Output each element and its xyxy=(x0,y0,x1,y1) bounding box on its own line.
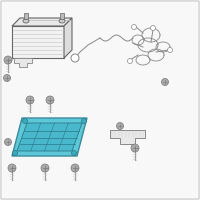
Polygon shape xyxy=(17,123,82,151)
Circle shape xyxy=(4,56,12,64)
Ellipse shape xyxy=(59,19,65,23)
Polygon shape xyxy=(64,18,72,58)
Circle shape xyxy=(4,138,12,146)
Polygon shape xyxy=(14,58,32,67)
Circle shape xyxy=(168,47,172,52)
Circle shape xyxy=(131,144,139,152)
Circle shape xyxy=(82,118,86,123)
Circle shape xyxy=(71,54,79,62)
Bar xyxy=(24,13,28,19)
Circle shape xyxy=(8,164,16,172)
Circle shape xyxy=(132,24,136,29)
Circle shape xyxy=(162,78,168,86)
Circle shape xyxy=(22,118,28,123)
Bar xyxy=(60,13,64,19)
Circle shape xyxy=(46,96,54,104)
Polygon shape xyxy=(110,130,145,144)
Circle shape xyxy=(72,150,76,156)
Circle shape xyxy=(41,164,49,172)
Circle shape xyxy=(128,58,132,64)
Polygon shape xyxy=(12,26,64,58)
Ellipse shape xyxy=(23,19,29,23)
Polygon shape xyxy=(12,118,87,156)
Polygon shape xyxy=(12,18,72,26)
Circle shape xyxy=(71,164,79,172)
Circle shape xyxy=(151,25,156,30)
Circle shape xyxy=(26,96,34,104)
Circle shape xyxy=(116,122,124,130)
Circle shape xyxy=(4,74,10,82)
Circle shape xyxy=(12,150,18,156)
